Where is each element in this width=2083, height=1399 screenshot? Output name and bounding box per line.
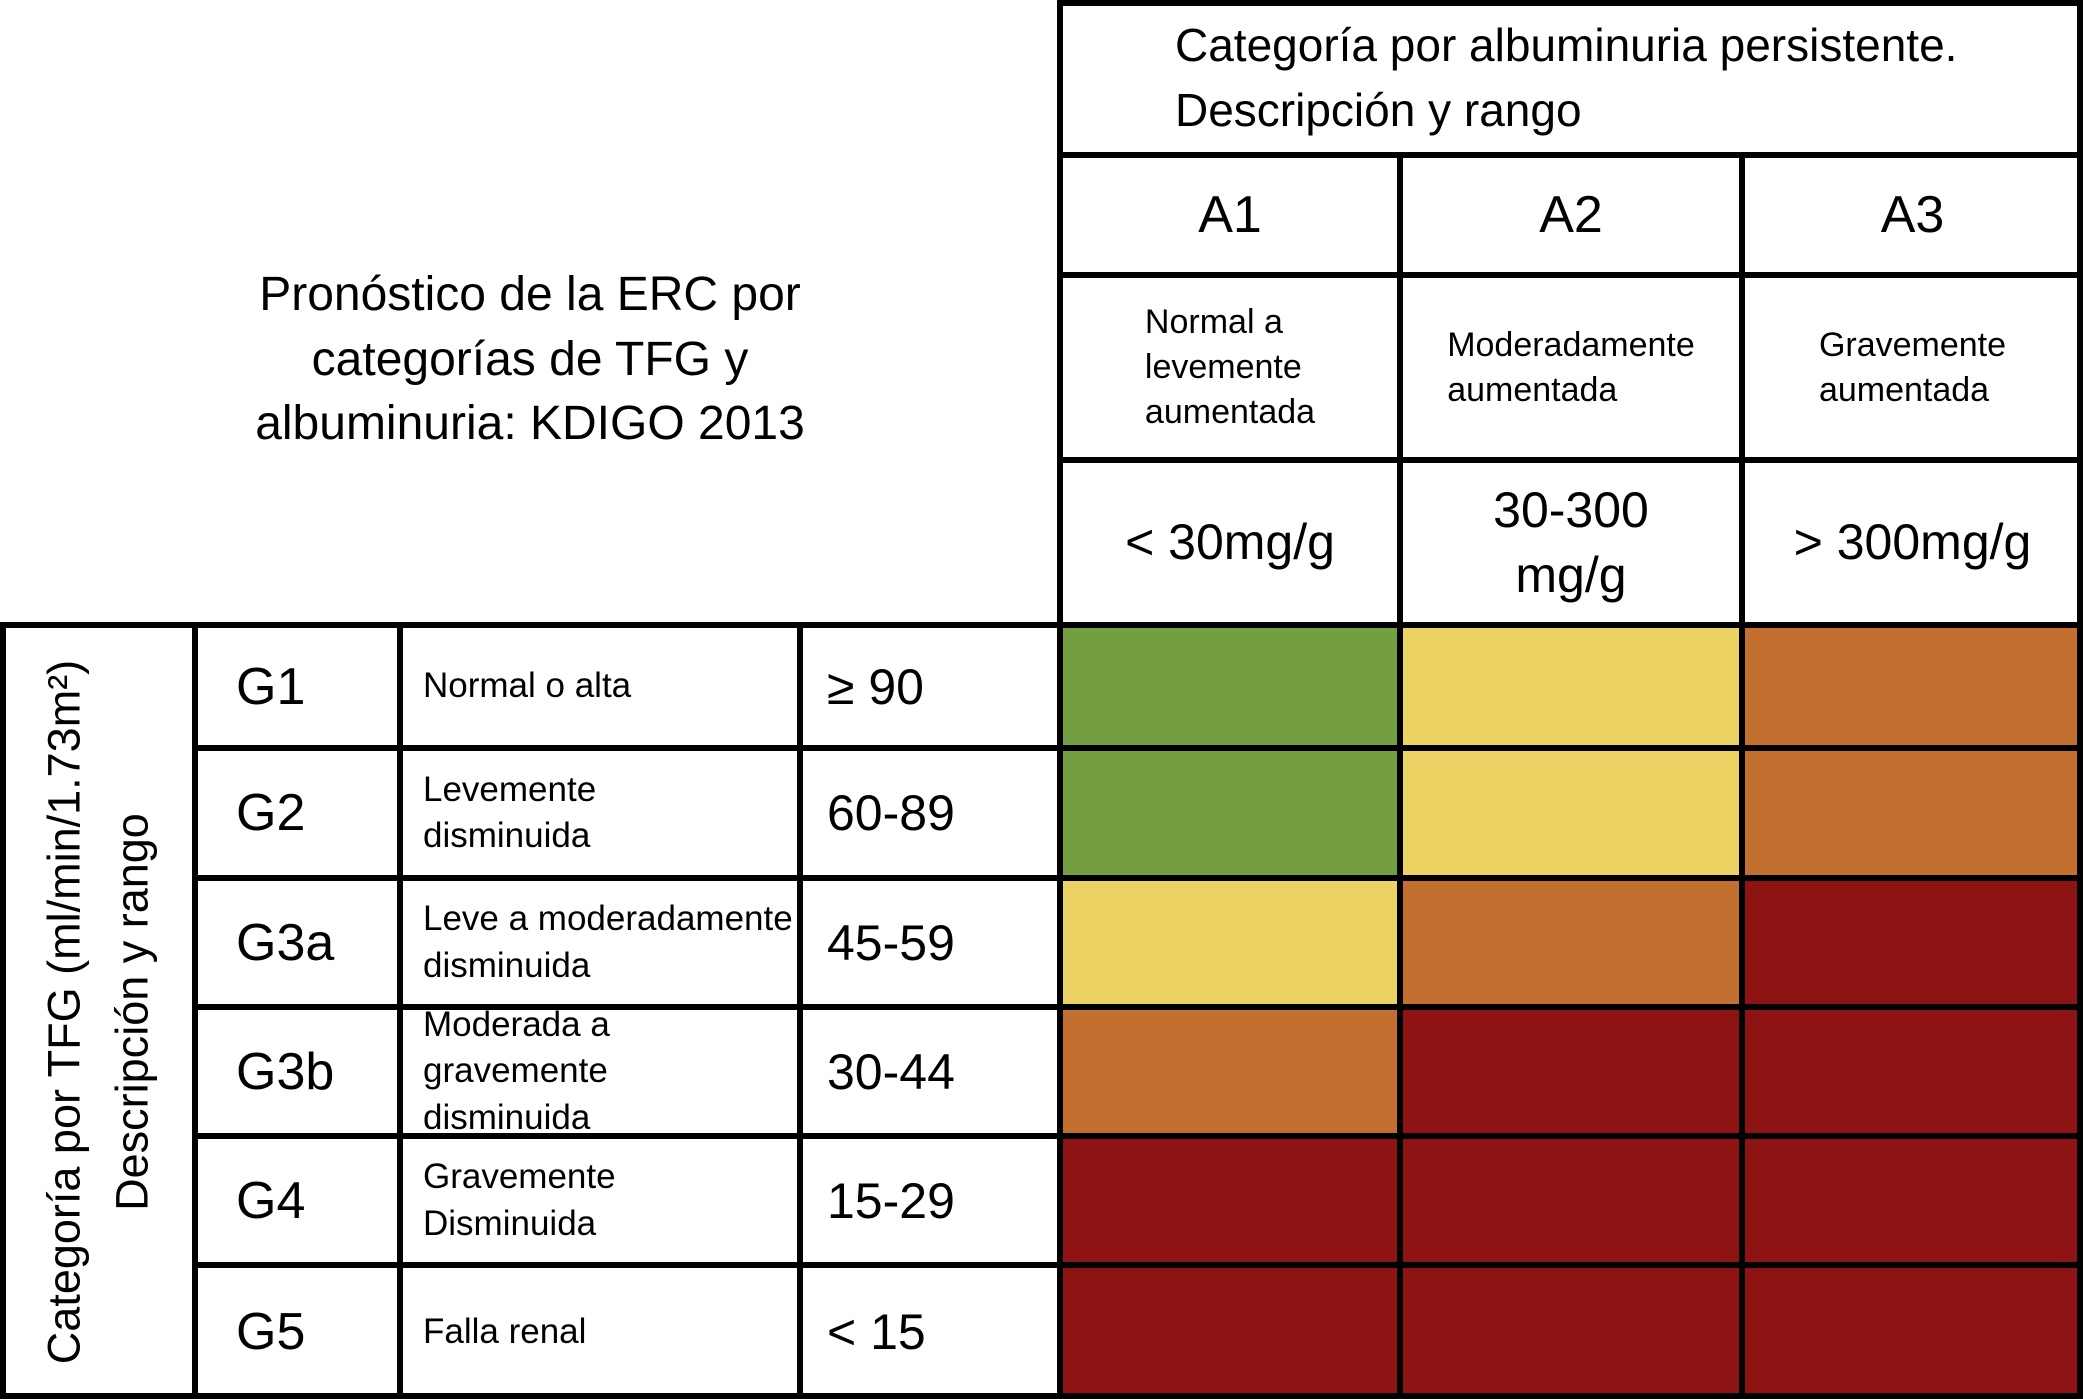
- risk-cell-g3b-a1: [1060, 1007, 1400, 1136]
- gfr-code-g3a: G3a: [195, 878, 400, 1007]
- risk-cell-g3b-a3: [1742, 1007, 2083, 1136]
- albuminuria-description-a2: Moderadamente aumentada: [1400, 275, 1742, 460]
- tfg-group-header-text: Categoría por TFG (ml/min/1.73m²) Descri…: [38, 659, 157, 1365]
- albuminuria-description-a1-text: Normal a levemente aumentada: [1144, 303, 1316, 431]
- risk-cell-g2-a2: [1400, 748, 1742, 878]
- gfr-range-g4: 15-29: [800, 1136, 1060, 1265]
- risk-cell-g4-a1: [1060, 1136, 1400, 1265]
- gfr-description-g3b: Moderada a gravemente disminuida: [400, 1007, 800, 1136]
- albuminuria-description-a3: Gravemente aumentada: [1742, 275, 2083, 460]
- gfr-range-g3b: 30-44: [800, 1007, 1060, 1136]
- gfr-description-g4: Gravemente Disminuida: [400, 1136, 800, 1265]
- risk-cell-g1-a3: [1742, 625, 2083, 748]
- gfr-code-g5: G5: [195, 1265, 400, 1399]
- gfr-range-g2: 60-89: [800, 748, 1060, 878]
- albuminuria-code-a3: A3: [1742, 155, 2083, 275]
- albuminuria-description-a2-text: Moderadamente aumentada: [1447, 325, 1695, 409]
- albuminuria-range-a3: > 300mg/g: [1742, 460, 2083, 625]
- albuminuria-range-a1: < 30mg/g: [1060, 460, 1400, 625]
- risk-cell-g5-a1: [1060, 1265, 1400, 1399]
- risk-cell-g1-a2: [1400, 625, 1742, 748]
- risk-cell-g2-a1: [1060, 748, 1400, 878]
- gfr-range-g1: ≥ 90: [800, 625, 1060, 748]
- figure-title: Pronóstico de la ERC por categorías de T…: [255, 267, 805, 451]
- gfr-code-g1: G1: [195, 625, 400, 748]
- gfr-description-g3a: Leve a moderadamente disminuida: [400, 878, 800, 1007]
- gfr-description-g2: Levemente disminuida: [400, 748, 800, 878]
- gfr-range-g5: < 15: [800, 1265, 1060, 1399]
- risk-cell-g5-a3: [1742, 1265, 2083, 1399]
- risk-cell-g3b-a2: [1400, 1007, 1742, 1136]
- albuminuria-code-a1: A1: [1060, 155, 1400, 275]
- albuminuria-description-a1: Normal a levemente aumentada: [1060, 275, 1400, 460]
- albuminuria-group-header: Categoría por albuminuria persistente. D…: [1060, 0, 2083, 155]
- gfr-code-g2: G2: [195, 748, 400, 878]
- risk-cell-g4-a2: [1400, 1136, 1742, 1265]
- albuminuria-description-a3-text: Gravemente aumentada: [1818, 325, 2007, 409]
- risk-cell-g2-a3: [1742, 748, 2083, 878]
- risk-cell-g4-a3: [1742, 1136, 2083, 1265]
- gfr-description-g5: Falla renal: [400, 1265, 800, 1399]
- albuminuria-range-a2: 30-300 mg/g: [1400, 460, 1742, 625]
- gfr-range-g3a: 45-59: [800, 878, 1060, 1007]
- gfr-code-g4: G4: [195, 1136, 400, 1265]
- risk-cell-g3a-a1: [1060, 878, 1400, 1007]
- gfr-code-g3b: G3b: [195, 1007, 400, 1136]
- risk-cell-g5-a2: [1400, 1265, 1742, 1399]
- tfg-group-header: Categoría por TFG (ml/min/1.73m²) Descri…: [0, 625, 195, 1399]
- risk-cell-g3a-a2: [1400, 878, 1742, 1007]
- risk-cell-g1-a1: [1060, 625, 1400, 748]
- risk-cell-g3a-a3: [1742, 878, 2083, 1007]
- albuminuria-code-a2: A2: [1400, 155, 1742, 275]
- gfr-description-g1: Normal o alta: [400, 625, 800, 748]
